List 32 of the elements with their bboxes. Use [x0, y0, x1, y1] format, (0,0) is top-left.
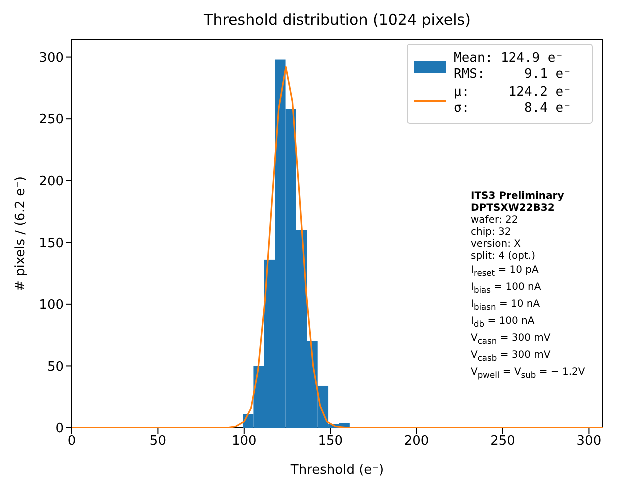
y-tick-label: 100 [39, 298, 64, 314]
annotation: V$_{casb}$ = 300 mV [471, 348, 552, 365]
annotation: I$_{reset}$ = 10 pA [471, 264, 540, 280]
annotation: I$_{bias}$ = 100 nA [471, 280, 542, 297]
y-tick-label: 250 [39, 112, 64, 128]
annotation: I$_{biasn}$ = 10 nA [471, 298, 542, 314]
line-series [72, 66, 603, 428]
x-tick-label: 150 [318, 434, 344, 450]
y-tick-label: 300 [39, 50, 64, 66]
annotation: split: 4 (opt.) [471, 250, 536, 263]
annotation: chip: 32 [471, 226, 512, 239]
x-tick-label: 250 [490, 434, 516, 450]
annotation: version: X [471, 238, 522, 251]
annotation: DPTSXW22B32 [471, 202, 556, 215]
chart-title: Threshold distribution (1024 pixels) [203, 10, 472, 31]
annotation: ITS3 Preliminary [471, 190, 566, 203]
y-tick-label: 200 [39, 174, 64, 190]
y-tick-label: 0 [56, 422, 64, 437]
legend-label: μ: 124.2 e⁻ σ: 8.4 e⁻ [454, 85, 572, 117]
x-tick-label: 200 [404, 434, 430, 450]
annotation: V$_{pwell}$ = V$_{sub}$ = − 1.2V [471, 366, 586, 382]
annotation: I$_{db}$ = 100 nA [471, 314, 536, 331]
x-axis-title: Threshold (e⁻) [290, 463, 384, 478]
y-tick-label: 150 [39, 236, 64, 252]
x-tick-label: 50 [150, 434, 166, 450]
x-tick-label: 300 [576, 434, 602, 450]
annotation: wafer: 22 [471, 214, 520, 227]
y-axis-title: # pixels / (6.2 e⁻) [14, 176, 29, 292]
x-tick-label: 0 [68, 434, 76, 450]
x-tick-label: 100 [232, 434, 257, 450]
annotation: V$_{casn}$ = 300 mV [471, 332, 552, 348]
y-tick-label: 50 [47, 360, 64, 375]
